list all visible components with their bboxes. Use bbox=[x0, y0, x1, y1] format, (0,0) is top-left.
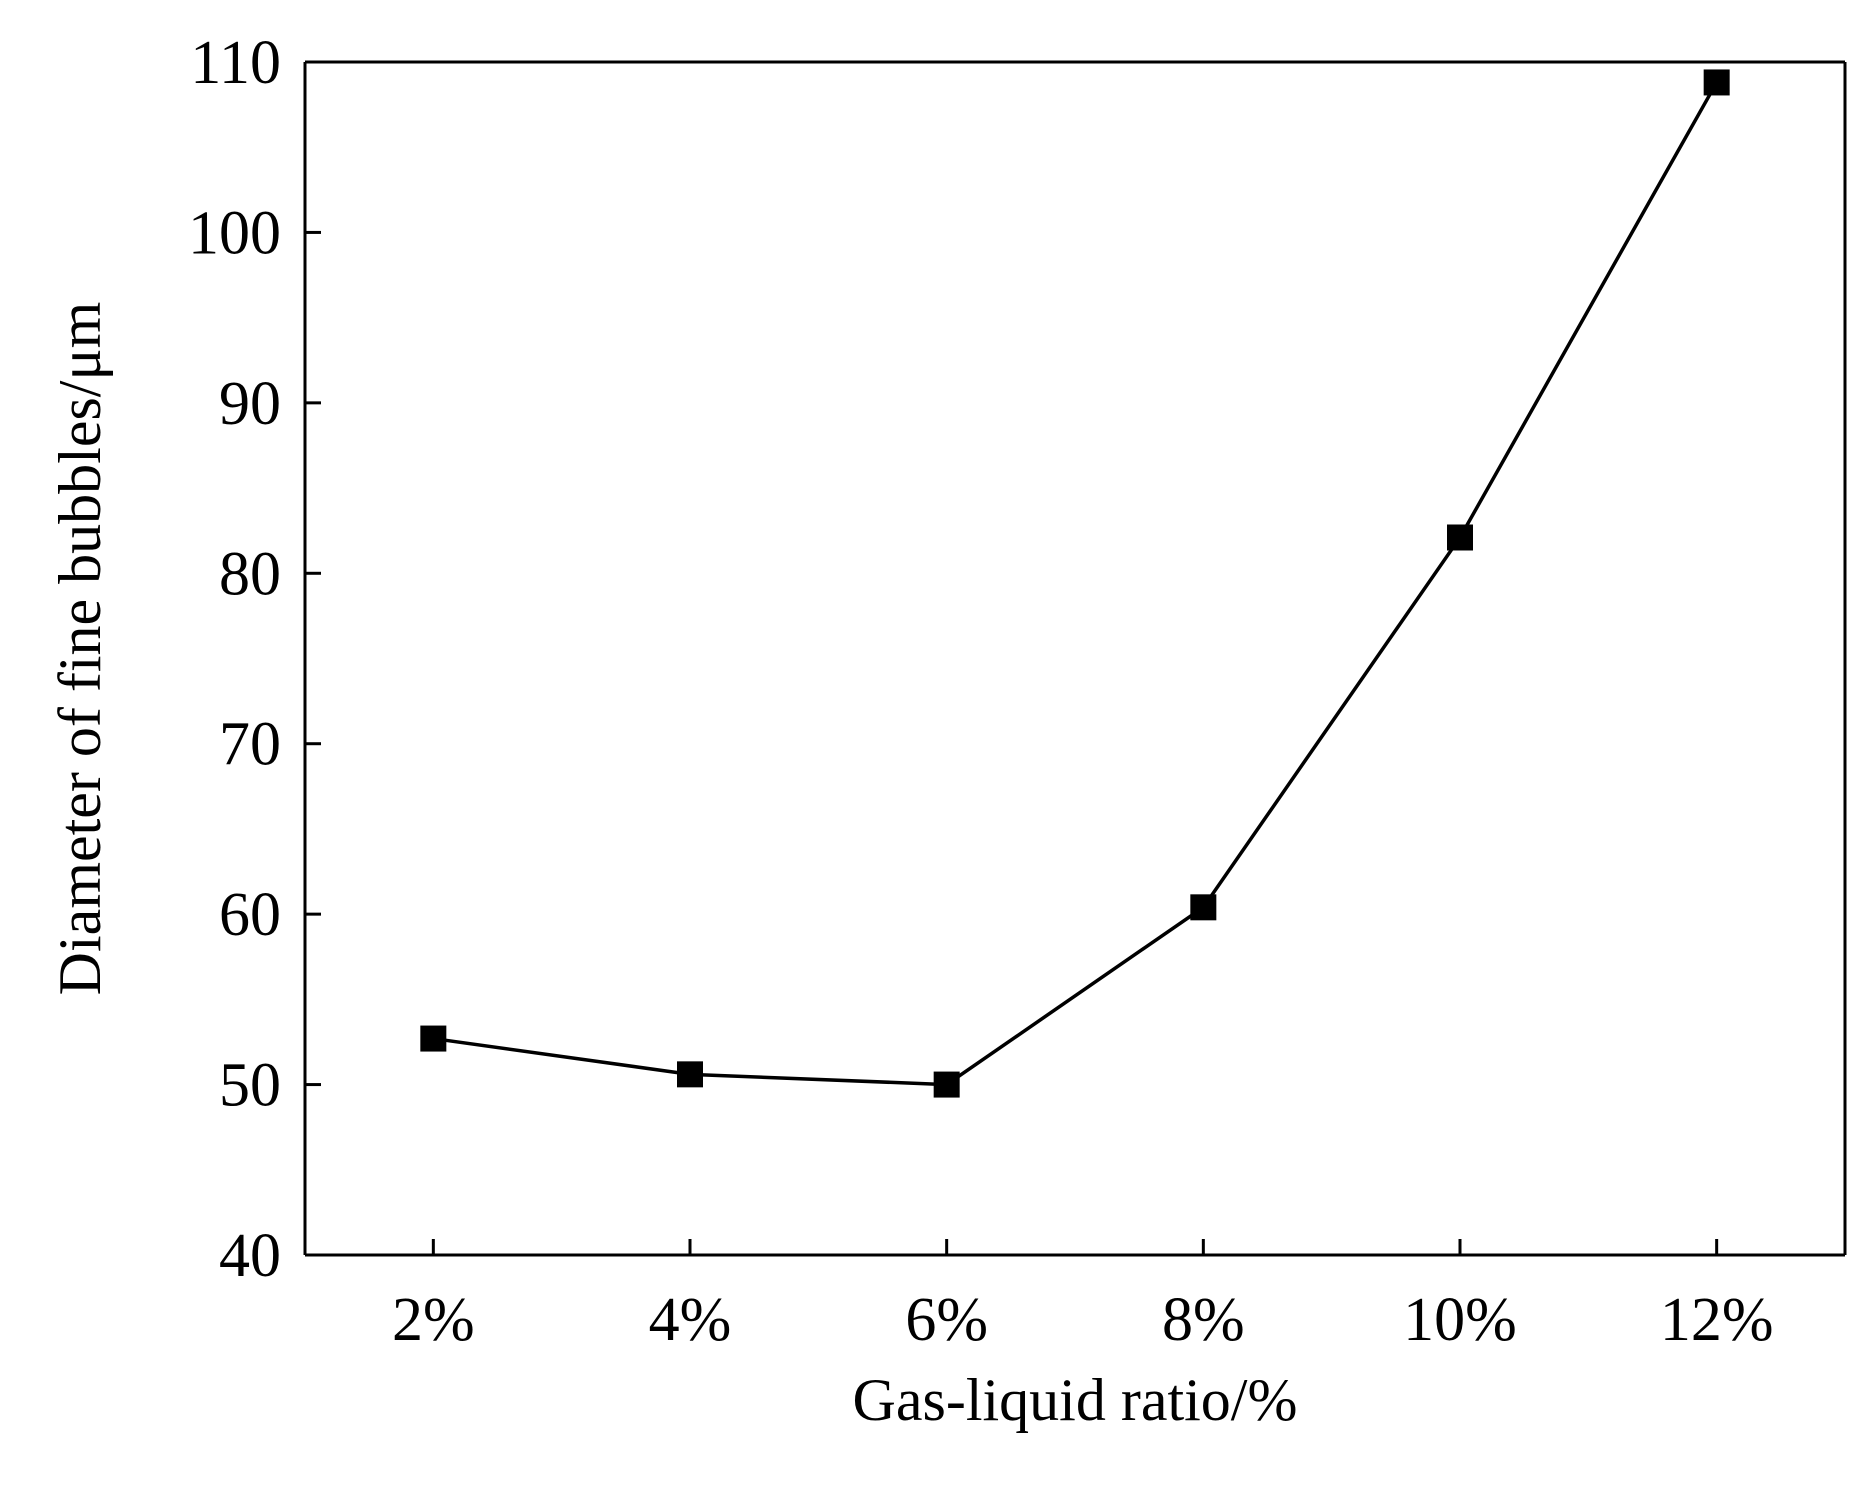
axes-layer bbox=[303, 60, 1847, 1257]
data-point-marker bbox=[933, 1071, 960, 1098]
series-line bbox=[433, 81, 1719, 1087]
x-tick-label: 10% bbox=[1403, 1286, 1517, 1354]
x-tick-label: 8% bbox=[1162, 1286, 1245, 1354]
x-tick-label: 12% bbox=[1660, 1286, 1774, 1354]
y-tick-label: 60 bbox=[219, 881, 281, 949]
y-tick-label: 90 bbox=[219, 370, 281, 438]
y-tick-label: 80 bbox=[219, 540, 281, 608]
ticks-layer: 40 50 60 70 80 90 100 110 2% 4% 6% 8% 10% 12% bbox=[188, 29, 1773, 1354]
series-layer bbox=[420, 69, 1730, 1098]
data-point-marker bbox=[677, 1061, 703, 1088]
y-tick-label: 50 bbox=[219, 1052, 281, 1120]
x-tick-label: 4% bbox=[649, 1286, 732, 1354]
y-tick-label: 40 bbox=[219, 1222, 281, 1290]
x-axis-title: Gas-liquid ratio/% bbox=[853, 1367, 1298, 1433]
data-point-marker bbox=[420, 1025, 447, 1052]
data-point-marker bbox=[1703, 69, 1730, 96]
x-tick-label: 6% bbox=[905, 1286, 988, 1354]
y-tick-label: 110 bbox=[190, 29, 281, 97]
y-axis-title: Diameter of fine bubbles/μm bbox=[47, 302, 113, 996]
y-tick-label: 100 bbox=[188, 199, 281, 267]
y-tick-label: 70 bbox=[219, 711, 281, 779]
x-tick-label: 2% bbox=[392, 1286, 475, 1354]
data-point-marker bbox=[1190, 894, 1217, 921]
data-point-marker bbox=[1447, 524, 1473, 551]
